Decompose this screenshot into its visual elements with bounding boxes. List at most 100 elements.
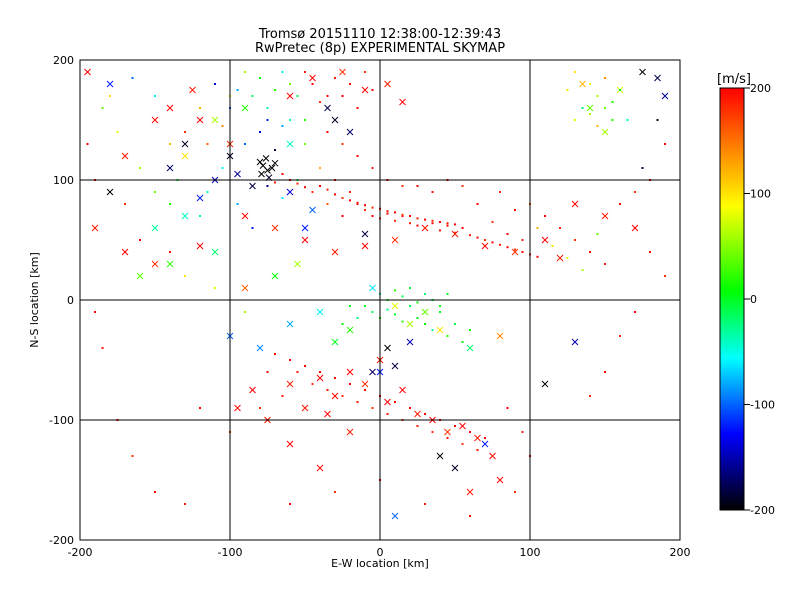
data-point-dot [349,383,351,385]
data-point-dot [574,239,576,241]
data-point-x [361,230,369,238]
data-point-x [391,512,399,520]
data-point-x [384,344,391,352]
data-point-dot [326,203,329,205]
data-point-dot [259,77,261,79]
data-point-dot [604,263,606,265]
data-point-dot [596,233,599,235]
data-point-x [286,188,294,196]
data-point-dot [221,167,224,169]
data-point-x [331,392,339,400]
data-point-dot [581,269,584,271]
data-point-dot [461,341,464,343]
data-point-dot [401,185,404,187]
data-point-dot [589,83,591,85]
data-point-dot [551,245,554,247]
data-point-x [189,86,196,94]
data-point-dot [311,83,314,85]
data-point-x [346,128,354,136]
data-point-dot [566,89,569,91]
data-point-dot [341,215,344,217]
data-point-x [294,260,301,268]
data-point-dot [416,217,419,220]
data-point-dot [446,222,449,225]
data-point-dot [371,167,374,169]
y-tick-label: 0 [67,294,74,307]
data-point-dot [499,243,501,246]
data-point-dot [266,107,269,109]
data-point-x [414,410,421,418]
data-point-dot [206,143,209,145]
data-point-x [166,260,174,268]
data-point-x [451,464,459,472]
data-point-x [151,260,159,268]
data-point-x [196,116,204,124]
data-point-x [511,248,519,256]
data-point-dot [371,206,374,209]
data-point-x [211,248,219,256]
data-point-dot [461,443,464,445]
data-point-x [91,224,99,232]
data-point-dot [334,377,336,379]
data-point-x [166,164,174,172]
data-point-dot [386,308,389,311]
data-point-dot [319,185,321,187]
data-point-dot [281,125,284,127]
data-point-x [136,272,144,280]
colorbar-tick-label: -200 [750,504,775,517]
data-point-x [166,104,174,112]
chart-title: Tromsø 20151110 12:38:00-12:39:43 [258,27,501,42]
data-point-dot [596,95,599,97]
data-point-dot [274,181,276,184]
y-axis-ticks: -200 -100 0 100 200 [49,54,680,547]
data-point-dot [424,413,426,415]
data-point-dot [416,301,419,304]
data-point-x [556,254,564,262]
data-point-dot [371,311,374,313]
data-point-x [361,86,369,94]
data-point-x [241,284,249,292]
data-point-x [361,242,369,250]
data-point-x [121,248,129,256]
data-point-dot [596,125,599,127]
data-point-x [601,212,609,220]
data-point-dot [131,77,134,79]
data-point-dot [589,251,591,253]
data-point-dot [326,131,329,133]
colorbar-tick-label: 200 [750,82,771,95]
data-point-dot [274,149,276,151]
data-point-x [639,68,646,76]
data-point-dot [304,119,306,121]
data-point-dot [431,329,434,331]
data-point-x [391,302,399,310]
data-point-dot [506,233,509,235]
scatter-points [84,68,669,520]
data-point-x [106,80,114,88]
data-point-dot [341,323,344,325]
data-point-dot [484,239,486,241]
data-point-dot [281,197,284,199]
data-point-dot [94,311,96,313]
data-point-x [466,344,474,352]
data-point-dot [349,83,351,85]
data-point-x [451,230,459,238]
data-point-dot [424,218,426,221]
data-point-dot [304,143,306,145]
data-point-x [391,236,399,244]
data-point-dot [439,305,441,307]
data-point-dot [416,317,419,319]
data-point-dot [356,401,359,403]
data-point-dot [461,227,464,229]
data-point-dot [311,191,314,193]
data-point-dot [589,113,591,115]
data-point-dot [154,95,156,97]
data-point-dot [296,182,299,185]
data-point-dot [206,191,209,193]
data-point-dot [611,101,614,103]
data-point-x [316,374,324,382]
y-tick-label: 100 [53,174,74,187]
x-tick-label: -100 [218,546,243,559]
data-point-dot [401,215,404,217]
data-point-dot [424,323,426,325]
data-point-dot [356,107,359,109]
